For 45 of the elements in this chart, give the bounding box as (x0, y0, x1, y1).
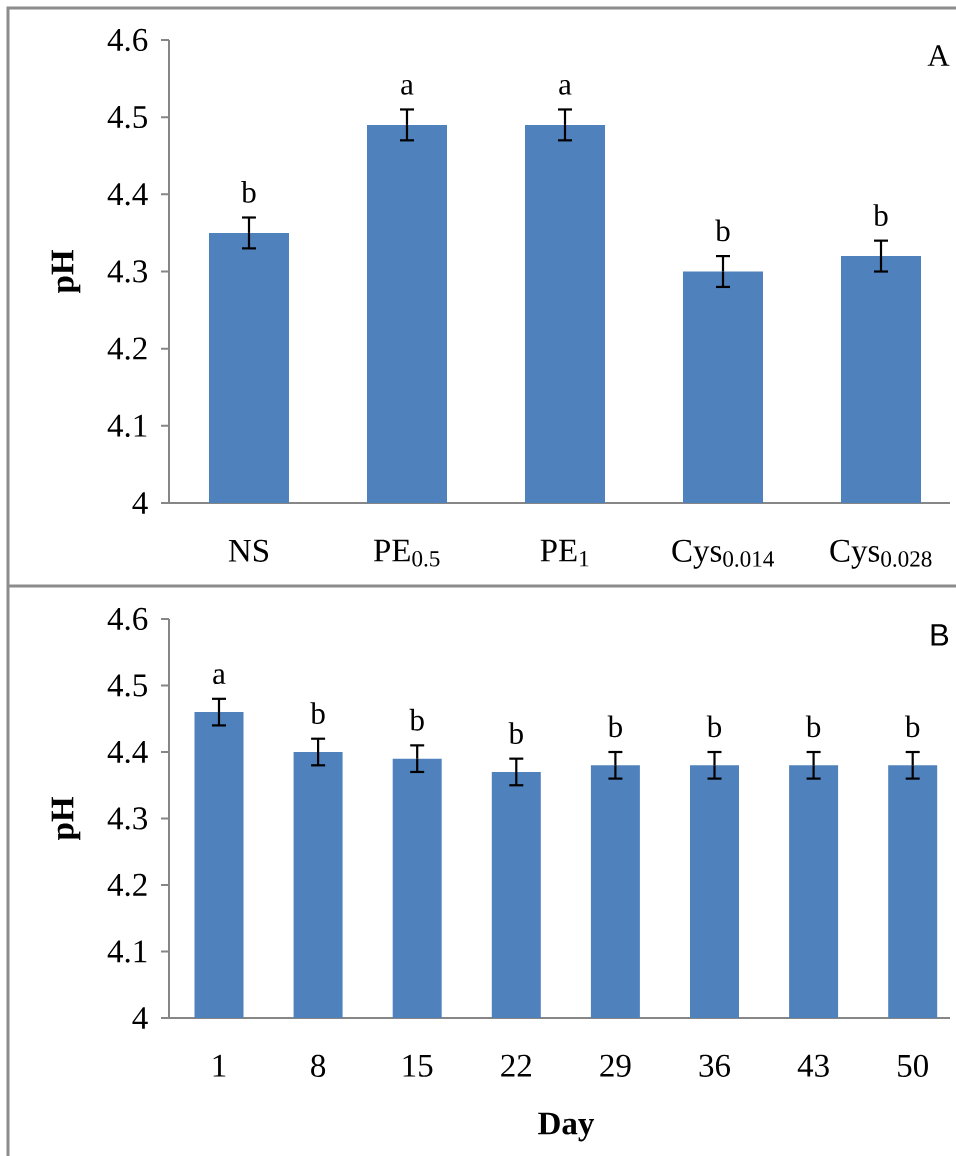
annotation: B (931, 624, 949, 646)
x-tick-label: Cys$_{0.014}$ (672, 539, 774, 569)
y-tick-label: 4.4 (107, 183, 148, 206)
y-tick-label: 4.1 (107, 940, 147, 963)
x-tick-label: PE$_{0.5}$ (373, 539, 440, 567)
y-tick-label: 4.5 (107, 106, 147, 129)
x-tick-label: 1 (213, 1054, 226, 1077)
annotation: b (409, 708, 424, 731)
y-axis-title: pH (51, 250, 81, 294)
y-axis-title: pH (51, 797, 81, 841)
y-tick-label: 4.6 (107, 607, 148, 631)
x-tick-label: NS (228, 539, 269, 562)
annotation: a (213, 669, 226, 685)
y-tick-label: 4 (132, 492, 148, 514)
y-tick-label: 4.1 (107, 414, 147, 437)
x-axis-title: Day (538, 1112, 595, 1142)
y-tick-label: 4 (132, 1007, 148, 1029)
annotation: a (401, 79, 414, 95)
y-tick-label: 4.3 (107, 260, 147, 283)
annotation: b (310, 702, 325, 724)
annotation: b (873, 204, 888, 226)
annotation: A (927, 45, 950, 66)
annotation: a (559, 79, 572, 95)
x-tick-label: 22 (501, 1054, 531, 1077)
x-tick-label: Cys$_{0.028}$ (830, 539, 932, 569)
annotation: b (715, 219, 730, 242)
x-tick-label: 8 (311, 1054, 326, 1077)
x-tick-label: 29 (600, 1054, 631, 1077)
x-tick-label: 15 (403, 1054, 433, 1077)
y-tick-label: 4.6 (107, 28, 148, 52)
y-tick-label: 4.2 (107, 873, 147, 897)
y-tick-label: 4.2 (107, 337, 147, 360)
y-tick-label: 4.5 (107, 674, 147, 697)
annotation: b (607, 715, 622, 738)
y-tick-label: 4.4 (107, 740, 148, 764)
annotation: b (706, 715, 722, 738)
annotation: b (241, 181, 256, 203)
annotation: b (805, 715, 821, 738)
y-tick-label: 4.3 (107, 807, 147, 830)
x-tick-label: 36 (699, 1054, 731, 1077)
annotation: b (508, 722, 523, 744)
x-tick-label: PE$_{1}$ (540, 539, 589, 567)
x-tick-label: 50 (898, 1054, 928, 1077)
x-tick-label: 43 (797, 1054, 829, 1077)
annotation: b (904, 715, 920, 738)
